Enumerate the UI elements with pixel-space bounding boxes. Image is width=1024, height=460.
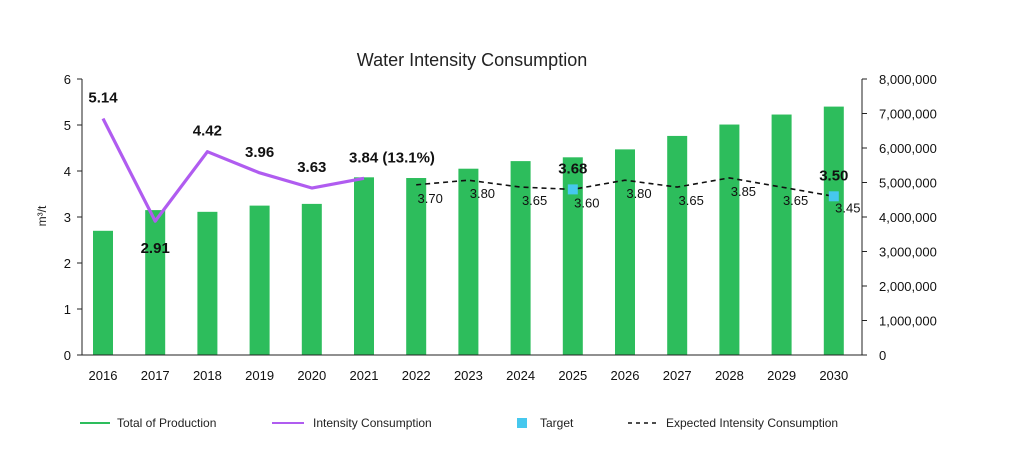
- production-bar-2023: [458, 168, 479, 355]
- x-tick-label: 2028: [715, 368, 744, 383]
- target-data-label: 3.68: [558, 160, 587, 177]
- y-tick-label-right: 4,000,000: [879, 210, 937, 225]
- y-tick-label-right: 8,000,000: [879, 72, 937, 87]
- y-tick-label-left: 1: [64, 302, 71, 317]
- x-tick-label: 2022: [402, 368, 431, 383]
- intensity-data-label: 5.14: [88, 90, 118, 107]
- x-tick-label: 2024: [506, 368, 535, 383]
- legend-label-target: Target: [540, 416, 574, 430]
- y-tick-label-left: 4: [64, 164, 71, 179]
- expected-data-label: 3.65: [679, 193, 704, 208]
- production-bar-2018: [197, 211, 218, 355]
- data-labels: 5.14 2.91 4.42 3.96 3.63 3.84 (13.1%) 3.68 3.50…: [88, 90, 860, 258]
- expected-data-label: 3.65: [783, 193, 808, 208]
- y-tick-label-right: 0: [879, 348, 886, 363]
- production-bars: [93, 106, 844, 355]
- y-tick-label-right: 5,000,000: [879, 176, 937, 191]
- expected-data-label: 3.70: [418, 191, 443, 206]
- production-bar-2022: [406, 178, 427, 355]
- expected-data-label: 3.65: [522, 193, 547, 208]
- intensity-consumption-line: [101, 117, 365, 223]
- x-tick-label: 2026: [611, 368, 640, 383]
- legend-label-intensity: Intensity Consumption: [313, 416, 432, 430]
- target-markers: [567, 184, 839, 202]
- y-axis-label-left: m³/t: [35, 205, 49, 226]
- intensity-data-label: 4.42: [193, 123, 222, 140]
- y-tick-label-right: 3,000,000: [879, 245, 937, 260]
- x-tick-label: 2029: [767, 368, 796, 383]
- target-marker-2025: [567, 184, 578, 195]
- x-tick-label: 2027: [663, 368, 692, 383]
- y-tick-label-left: 3: [64, 210, 71, 225]
- expected-data-label: 3.45: [835, 200, 860, 215]
- production-bar-2017: [145, 210, 166, 355]
- x-tick-label: 2030: [819, 368, 848, 383]
- x-tick-label: 2021: [350, 368, 379, 383]
- production-bar-2029: [771, 114, 792, 355]
- legend-label-expected: Expected Intensity Consumption: [666, 416, 838, 430]
- production-bar-2025: [562, 157, 583, 355]
- expected-data-label: 3.85: [731, 184, 756, 199]
- intensity-data-label: 2.91: [141, 240, 170, 257]
- production-bar-2030: [823, 106, 844, 355]
- intensity-lines: [101, 117, 834, 223]
- expected-intensity-line: [416, 177, 834, 198]
- target-marker-2030: [828, 191, 839, 202]
- x-tick-label: 2016: [89, 368, 118, 383]
- x-tick-label: 2018: [193, 368, 222, 383]
- production-bar-2024: [510, 161, 531, 355]
- production-bar-2016: [93, 230, 113, 355]
- expected-data-label: 3.80: [626, 186, 651, 201]
- target-data-label: 3.50: [819, 167, 848, 184]
- x-tick-label: 2017: [141, 368, 170, 383]
- y-tick-label-left: 0: [64, 348, 71, 363]
- x-tick-label: 2025: [558, 368, 587, 383]
- intensity-data-label: 3.96: [245, 144, 274, 161]
- y-tick-label-left: 6: [64, 72, 71, 87]
- production-bar-2028: [719, 124, 740, 355]
- expected-data-label: 3.60: [574, 195, 599, 210]
- axes: 0 1 2 3 4 5 6 0 1,000,000 2,000,000 3,000,000 4,000…: [64, 72, 937, 383]
- y-tick-label-right: 1,000,000: [879, 314, 937, 329]
- y-tick-label-right: 2,000,000: [879, 279, 937, 294]
- intensity-data-label: 3.63: [297, 159, 326, 176]
- production-bar-2019: [249, 205, 270, 355]
- production-bar-2021: [354, 177, 374, 355]
- expected-data-label: 3.80: [470, 186, 495, 201]
- legend-swatch-target: [517, 418, 527, 428]
- y-tick-label-right: 6,000,000: [879, 141, 937, 156]
- x-tick-label: 2019: [245, 368, 274, 383]
- y-tick-label-left: 2: [64, 256, 71, 271]
- production-bar-2026: [615, 149, 635, 355]
- x-tick-label: 2020: [297, 368, 326, 383]
- chart-title: Water Intensity Consumption: [357, 50, 587, 70]
- production-bar-2020: [301, 203, 322, 355]
- legend-label-production: Total of Production: [117, 416, 216, 430]
- y-tick-label-right: 7,000,000: [879, 107, 937, 122]
- production-bar-2027: [667, 135, 688, 355]
- intensity-data-label: 3.84 (13.1%): [349, 149, 435, 166]
- legend: Total of Production Intensity Consumption…: [80, 416, 838, 430]
- x-tick-label: 2023: [454, 368, 483, 383]
- y-tick-label-left: 5: [64, 118, 71, 133]
